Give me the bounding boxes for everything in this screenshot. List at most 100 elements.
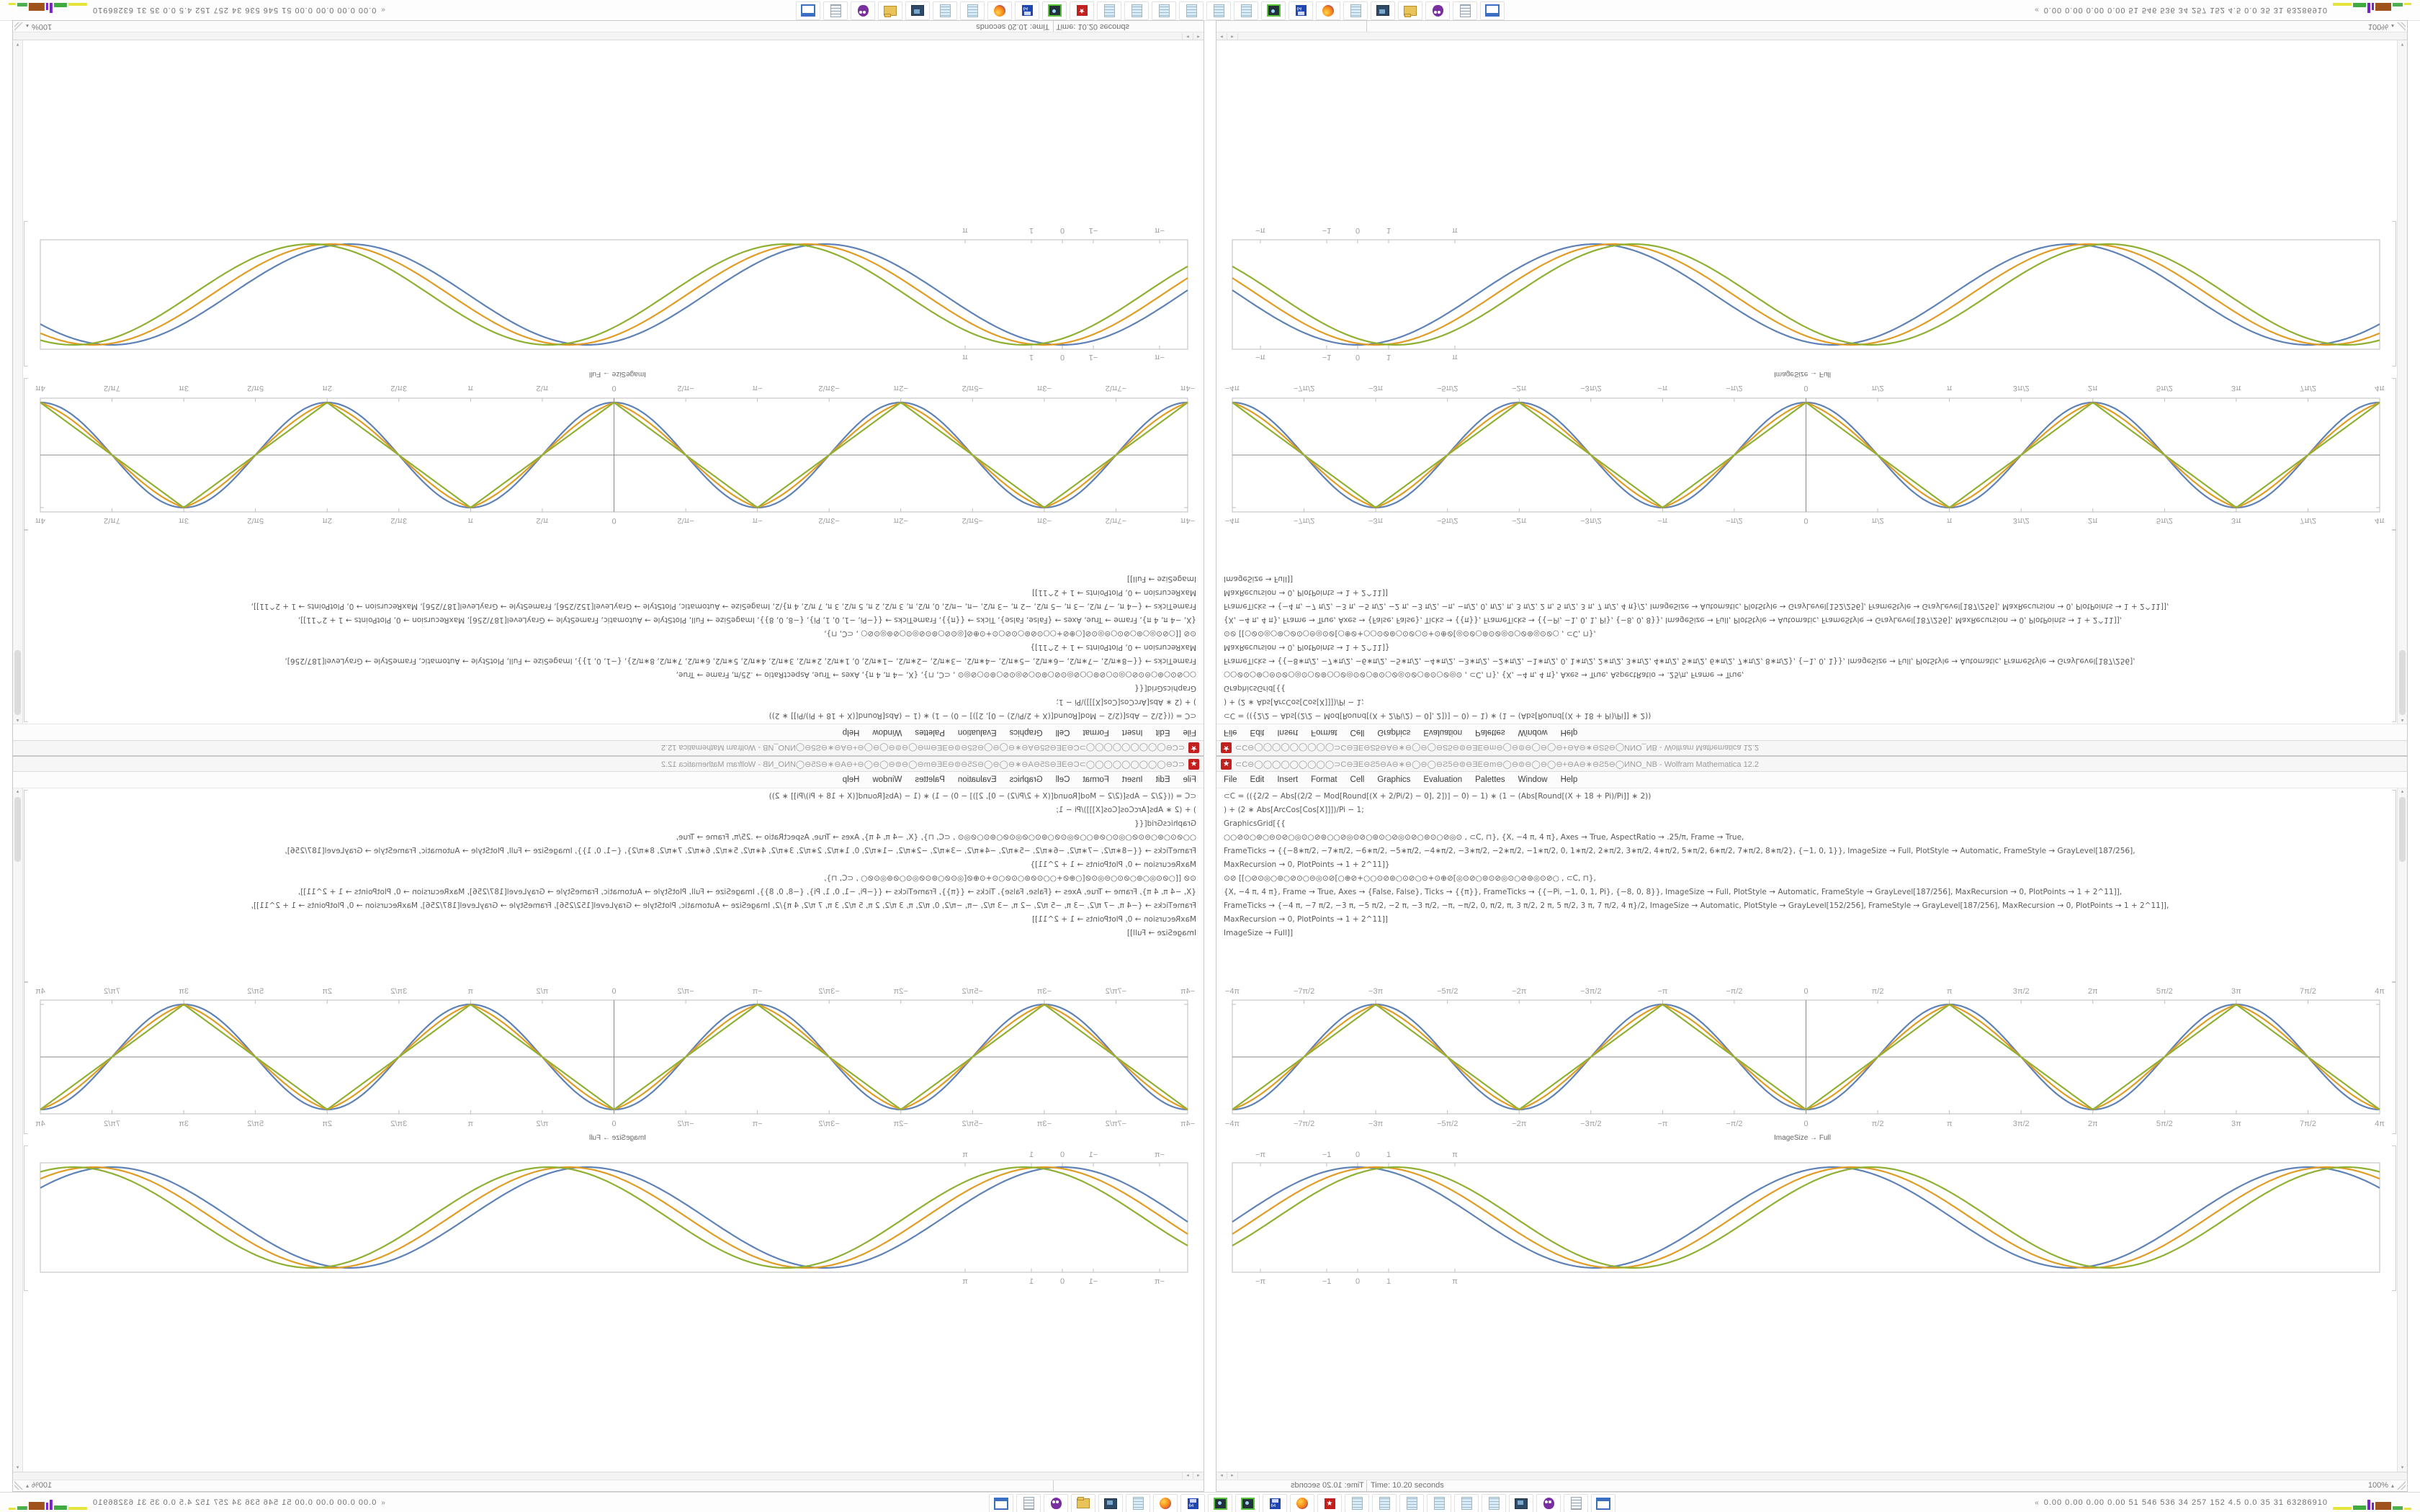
window-resize-grip[interactable] [2397,1481,2406,1490]
taskbar-icon-notepad[interactable] [1152,1,1176,20]
taskbar-icon-owl[interactable] [1536,1494,1561,1512]
scroll-down-arrow-icon[interactable]: ▾ [2401,1465,2404,1470]
menu-evaluation[interactable]: Evaluation [957,775,997,784]
taskbar-icon-camera[interactable] [1208,1494,1232,1512]
cell-bracket[interactable] [24,1146,28,1291]
taskbar-icon-screen[interactable] [1098,1494,1123,1512]
menu-help[interactable]: Help [1560,728,1578,737]
taskbar-icon-spikey[interactable]: ★ [1317,1494,1342,1512]
menu-help[interactable]: Help [842,728,860,737]
menu-file[interactable]: File [1183,728,1196,737]
menu-cell[interactable]: Cell [1350,728,1365,737]
taskbar-icon-notepad[interactable] [1343,1,1368,20]
cell-bracket[interactable] [2392,378,2396,531]
menu-edit[interactable]: Edit [1250,728,1265,737]
tray-expander-icon[interactable]: « [2035,6,2039,14]
menu-format[interactable]: Format [1083,728,1109,737]
menu-edit[interactable]: Edit [1155,775,1170,784]
taskbar-icon-notepad[interactable] [1124,1,1149,20]
menu-window[interactable]: Window [872,775,902,784]
taskbar-icon-window[interactable] [1591,1494,1615,1512]
menu-insert[interactable]: Insert [1277,775,1299,784]
menu-insert[interactable]: Insert [1277,728,1299,737]
scroll-up-arrow-icon[interactable]: ▴ [2401,718,2404,723]
menu-format[interactable]: Format [1083,775,1109,784]
magnification-control[interactable]: 100% ▴ [2368,22,2397,31]
scrollbar-thumb[interactable] [2399,797,2406,862]
cell-bracket[interactable] [24,981,28,1134]
scroll-right-arrow-icon[interactable]: ▸ [1182,1472,1193,1480]
menu-edit[interactable]: Edit [1250,775,1265,784]
menu-evaluation[interactable]: Evaluation [1423,775,1463,784]
menu-graphics[interactable]: Graphics [1009,728,1043,737]
taskbar-icon-screen[interactable] [905,1,930,20]
input-cell-code[interactable]: ⊂C = (({2/2 − Abs[(2/2 − Mod[Round[(X + … [32,790,1196,981]
taskbar-icon-notepad[interactable] [1399,1494,1424,1512]
taskbar-icon-camera[interactable] [1261,1,1286,20]
menu-palettes[interactable]: Palettes [1475,728,1505,737]
horizontal-scrollbar[interactable]: ◂ ▸ [13,1472,1204,1480]
menu-cell[interactable]: Cell [1350,775,1365,784]
cell-bracket[interactable] [2392,981,2396,1134]
taskbar-icon-owl[interactable] [1044,1494,1068,1512]
taskbar-icon-window[interactable] [1480,1,1505,20]
scroll-left-arrow-icon[interactable]: ◂ [1216,1472,1227,1480]
scroll-right-arrow-icon[interactable]: ▸ [1227,32,1238,40]
menu-edit[interactable]: Edit [1155,728,1170,737]
magnification-control[interactable]: 100% ▴ [2368,1481,2397,1490]
menu-window[interactable]: Window [872,728,902,737]
scroll-up-arrow-icon[interactable]: ▴ [16,718,19,723]
scroll-down-arrow-icon[interactable]: ▾ [16,1465,19,1470]
menu-cell[interactable]: Cell [1055,775,1070,784]
taskbar-icon-notepad[interactable] [1206,1,1231,20]
magnification-control[interactable]: 100% ▴ [23,1481,52,1490]
taskbar-icon-folder[interactable] [1398,1,1422,20]
menu-insert[interactable]: Insert [1121,728,1143,737]
taskbar-icon-floppy[interactable] [1180,1494,1205,1512]
taskbar-icon-notepad[interactable] [960,1,985,20]
menu-window[interactable]: Window [1518,775,1548,784]
taskbar-icon-firefox[interactable] [987,1,1012,20]
cell-bracket[interactable] [24,378,28,531]
menu-window[interactable]: Window [1518,728,1548,737]
taskbar-icon-screen[interactable] [1509,1494,1533,1512]
cell-bracket[interactable] [24,790,28,983]
menu-palettes[interactable]: Palettes [1475,775,1505,784]
taskbar-icon-spikey[interactable]: ★ [1070,1,1094,20]
taskbar-icon-notepad[interactable] [1234,1,1258,20]
menu-palettes[interactable]: Palettes [915,728,945,737]
magnification-control[interactable]: 100% ▴ [23,22,52,31]
taskbar-icon-notepad[interactable] [1427,1494,1451,1512]
taskbar-icon-camera[interactable] [1235,1494,1260,1512]
scrollbar-thumb[interactable] [2399,650,2406,715]
taskbar-icon-owl[interactable] [851,1,875,20]
taskbar-icon-script[interactable] [823,1,848,20]
menu-evaluation[interactable]: Evaluation [957,728,997,737]
taskbar-icon-notepad[interactable] [1126,1494,1150,1512]
taskbar-icon-screen[interactable] [1371,1,1395,20]
taskbar-icon-script[interactable] [1016,1494,1041,1512]
vertical-scrollbar[interactable]: ▴ ▾ [13,788,23,1472]
menu-palettes[interactable]: Palettes [915,775,945,784]
tray-expander-icon[interactable]: « [381,6,385,14]
menu-help[interactable]: Help [1560,775,1578,784]
scroll-right-arrow-icon[interactable]: ▸ [1227,1472,1238,1480]
cell-bracket[interactable] [2392,790,2396,983]
taskbar-icon-notepad[interactable] [933,1,957,20]
cell-bracket[interactable] [24,529,28,722]
scrollbar-thumb[interactable] [14,650,21,715]
tray-expander-icon[interactable]: « [381,1498,385,1507]
taskbar-icon-script[interactable] [1453,1,1477,20]
taskbar-icon-notepad[interactable] [1454,1494,1479,1512]
taskbar-icon-folder[interactable] [1071,1494,1095,1512]
input-cell-code[interactable]: ⊂C = (({2/2 − Abs[(2/2 − Mod[Round[(X + … [1224,531,2388,722]
menu-insert[interactable]: Insert [1121,775,1143,784]
cell-bracket[interactable] [2392,221,2396,366]
taskbar-icon-window[interactable] [989,1494,1013,1512]
tray-expander-icon[interactable]: « [2035,1498,2039,1507]
input-cell-code[interactable]: ⊂C = (({2/2 − Abs[(2/2 − Mod[Round[(X + … [1224,790,2388,981]
scroll-left-arrow-icon[interactable]: ◂ [1216,32,1227,40]
scroll-left-arrow-icon[interactable]: ◂ [1193,1472,1204,1480]
menu-format[interactable]: Format [1311,728,1337,737]
menu-cell[interactable]: Cell [1055,728,1070,737]
